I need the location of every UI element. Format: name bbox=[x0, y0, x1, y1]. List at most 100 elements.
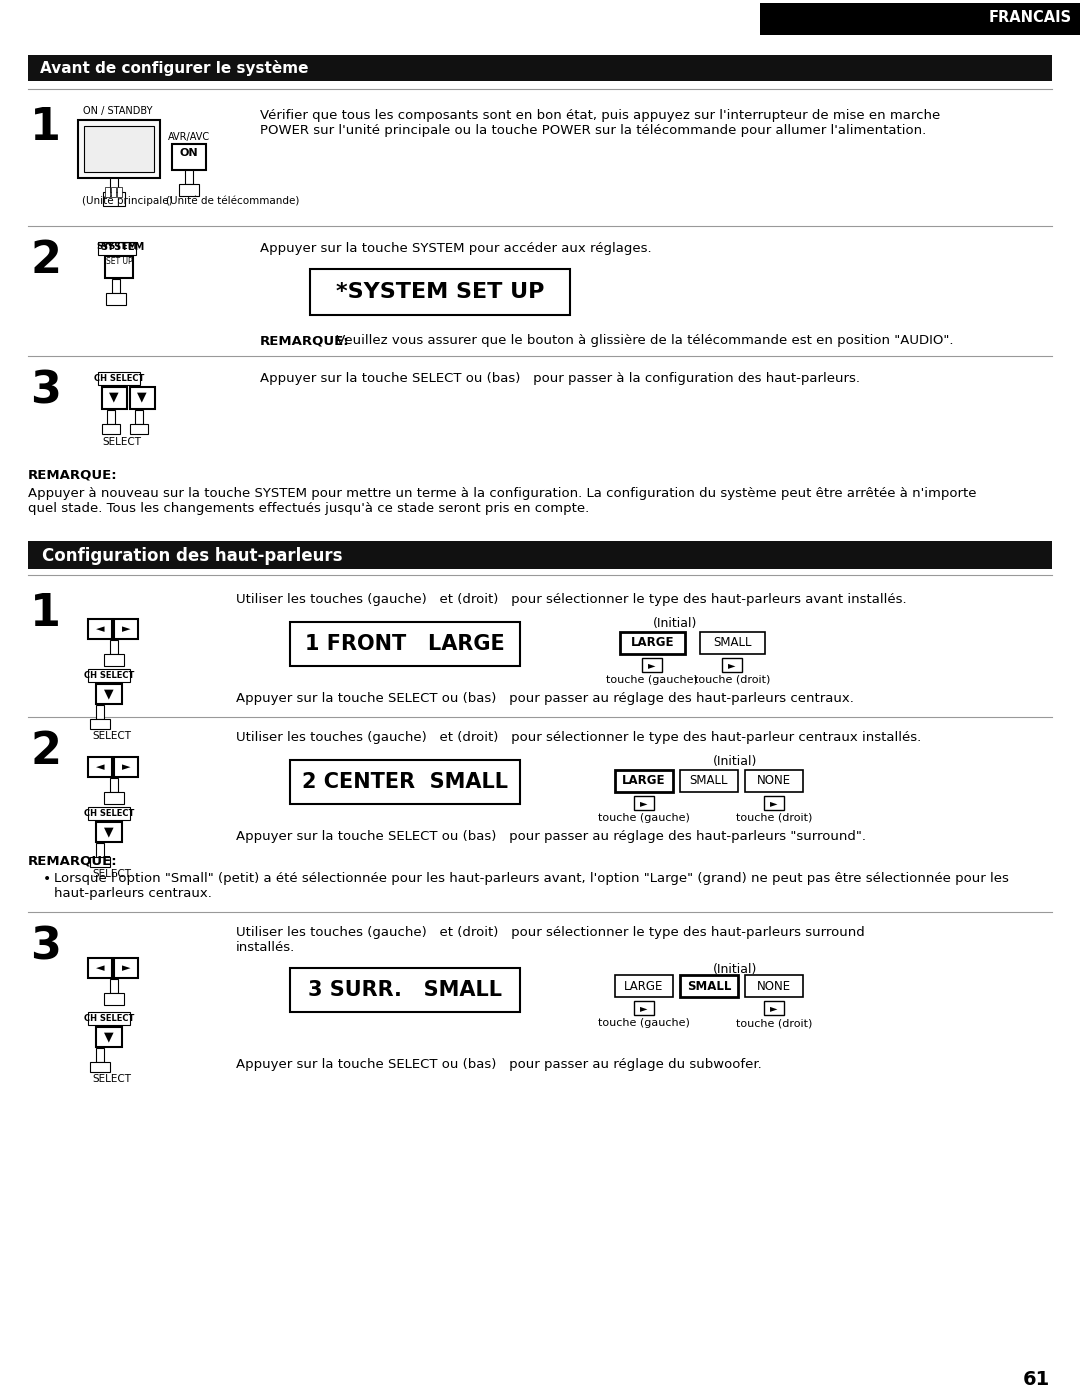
Bar bbox=[114, 757, 138, 776]
Text: (Initial): (Initial) bbox=[713, 755, 757, 768]
Text: LARGE: LARGE bbox=[624, 979, 664, 992]
Text: •: • bbox=[43, 872, 51, 886]
Text: Vérifier que tous les composants sont en bon état, puis appuyez sur l'interrupte: Vérifier que tous les composants sont en… bbox=[260, 109, 941, 137]
Bar bbox=[172, 144, 206, 171]
Text: ►: ► bbox=[770, 1003, 778, 1013]
Bar bbox=[102, 388, 127, 409]
Text: LARGE: LARGE bbox=[622, 775, 665, 788]
Text: SELECT: SELECT bbox=[92, 869, 131, 879]
Text: SYSTEM: SYSTEM bbox=[96, 242, 137, 250]
Bar bbox=[110, 639, 118, 653]
Bar bbox=[96, 684, 122, 704]
Text: ►: ► bbox=[122, 624, 131, 634]
Text: FRANCAIS: FRANCAIS bbox=[989, 10, 1072, 25]
Text: SELECT: SELECT bbox=[102, 436, 141, 448]
Bar bbox=[620, 632, 685, 653]
Text: Configuration des haut-parleurs: Configuration des haut-parleurs bbox=[42, 547, 342, 565]
Text: 1 FRONT   LARGE: 1 FRONT LARGE bbox=[306, 634, 504, 653]
Text: Appuyer sur la touche SELECT ou (bas)   pour passer au réglage des haut-parleurs: Appuyer sur la touche SELECT ou (bas) po… bbox=[237, 693, 854, 705]
Text: ►: ► bbox=[770, 797, 778, 809]
Text: CH SELECT: CH SELECT bbox=[84, 809, 134, 818]
Bar bbox=[103, 192, 125, 206]
Text: 2 CENTER  SMALL: 2 CENTER SMALL bbox=[302, 772, 508, 792]
Bar bbox=[84, 126, 154, 172]
Text: (Initial): (Initial) bbox=[652, 617, 698, 630]
Text: CH SELECT: CH SELECT bbox=[84, 672, 134, 680]
Bar bbox=[96, 705, 104, 719]
Bar bbox=[104, 653, 124, 666]
Bar bbox=[700, 632, 765, 653]
Bar bbox=[310, 269, 570, 315]
Text: SMALL: SMALL bbox=[713, 637, 752, 649]
Bar bbox=[634, 796, 654, 810]
Text: Utiliser les touches (gauche)   et (droit)   pour sélectionner le type des haut-: Utiliser les touches (gauche) et (droit)… bbox=[237, 732, 921, 744]
Text: ◄: ◄ bbox=[96, 624, 105, 634]
Text: ►: ► bbox=[122, 762, 131, 772]
Bar bbox=[105, 187, 110, 197]
Bar bbox=[87, 807, 130, 820]
Bar bbox=[96, 1027, 122, 1046]
Bar bbox=[87, 958, 112, 978]
Text: NONE: NONE bbox=[757, 775, 791, 788]
Text: Utiliser les touches (gauche)   et (droit)   pour sélectionner le type des haut-: Utiliser les touches (gauche) et (droit)… bbox=[237, 593, 906, 606]
Bar bbox=[112, 278, 120, 292]
Bar bbox=[98, 242, 136, 255]
Bar bbox=[78, 120, 160, 178]
Bar bbox=[90, 858, 110, 867]
Text: Utiliser les touches (gauche)   et (droit)   pour sélectionner le type des haut-: Utiliser les touches (gauche) et (droit)… bbox=[237, 926, 865, 954]
Bar bbox=[179, 185, 199, 196]
Text: touche (gauche): touche (gauche) bbox=[598, 1018, 690, 1028]
Text: *SYSTEM SET UP: *SYSTEM SET UP bbox=[336, 283, 544, 302]
Text: SET UP: SET UP bbox=[106, 257, 133, 266]
Text: Appuyer sur la touche SELECT ou (bas)   pour passer à la configuration des haut-: Appuyer sur la touche SELECT ou (bas) po… bbox=[260, 372, 860, 385]
Bar bbox=[104, 792, 124, 804]
Bar bbox=[114, 958, 138, 978]
Bar bbox=[135, 410, 143, 424]
Text: 2: 2 bbox=[30, 239, 60, 283]
Text: REMARQUE:: REMARQUE: bbox=[28, 855, 118, 867]
Text: SMALL: SMALL bbox=[690, 775, 728, 788]
Bar bbox=[130, 388, 156, 409]
Bar bbox=[87, 669, 130, 681]
Text: Appuyer sur la touche SELECT ou (bas)   pour passer au réglage des haut-parleurs: Appuyer sur la touche SELECT ou (bas) po… bbox=[237, 830, 866, 844]
Bar bbox=[87, 618, 112, 639]
Text: ►: ► bbox=[640, 1003, 648, 1013]
Text: touche (droit): touche (droit) bbox=[693, 674, 770, 686]
Bar bbox=[764, 1002, 784, 1016]
Bar bbox=[723, 658, 742, 672]
Bar bbox=[104, 993, 124, 1004]
Bar bbox=[680, 975, 738, 997]
Text: (Unité principale): (Unité principale) bbox=[82, 196, 173, 207]
Text: REMARQUE:: REMARQUE: bbox=[28, 469, 118, 483]
Bar bbox=[642, 658, 662, 672]
Text: 3 SURR.   SMALL: 3 SURR. SMALL bbox=[308, 981, 502, 1000]
Bar bbox=[114, 618, 138, 639]
Bar bbox=[105, 256, 133, 278]
Bar bbox=[106, 292, 126, 305]
Text: ►: ► bbox=[728, 660, 735, 670]
Bar bbox=[291, 968, 519, 1011]
Bar bbox=[96, 823, 122, 842]
Text: ▼: ▼ bbox=[104, 1031, 113, 1044]
Bar bbox=[745, 769, 804, 792]
Bar bbox=[130, 424, 148, 434]
Bar bbox=[87, 1011, 130, 1025]
Text: 3: 3 bbox=[30, 369, 60, 411]
Bar bbox=[90, 719, 110, 729]
Text: ▼: ▼ bbox=[137, 390, 147, 403]
Text: (Unité de télécommande): (Unité de télécommande) bbox=[166, 196, 299, 206]
Text: ▼: ▼ bbox=[104, 687, 113, 701]
Text: NONE: NONE bbox=[757, 979, 791, 992]
Bar bbox=[96, 1048, 104, 1062]
Bar bbox=[96, 844, 104, 858]
Bar bbox=[110, 979, 118, 993]
Text: SMALL: SMALL bbox=[687, 979, 731, 992]
Bar bbox=[615, 769, 673, 792]
Bar bbox=[117, 187, 122, 197]
Bar bbox=[28, 55, 1052, 81]
Bar bbox=[615, 975, 673, 997]
Bar bbox=[110, 178, 118, 192]
Text: CH SELECT: CH SELECT bbox=[94, 374, 145, 383]
Text: ►: ► bbox=[648, 660, 656, 670]
Text: touche (droit): touche (droit) bbox=[735, 1018, 812, 1028]
